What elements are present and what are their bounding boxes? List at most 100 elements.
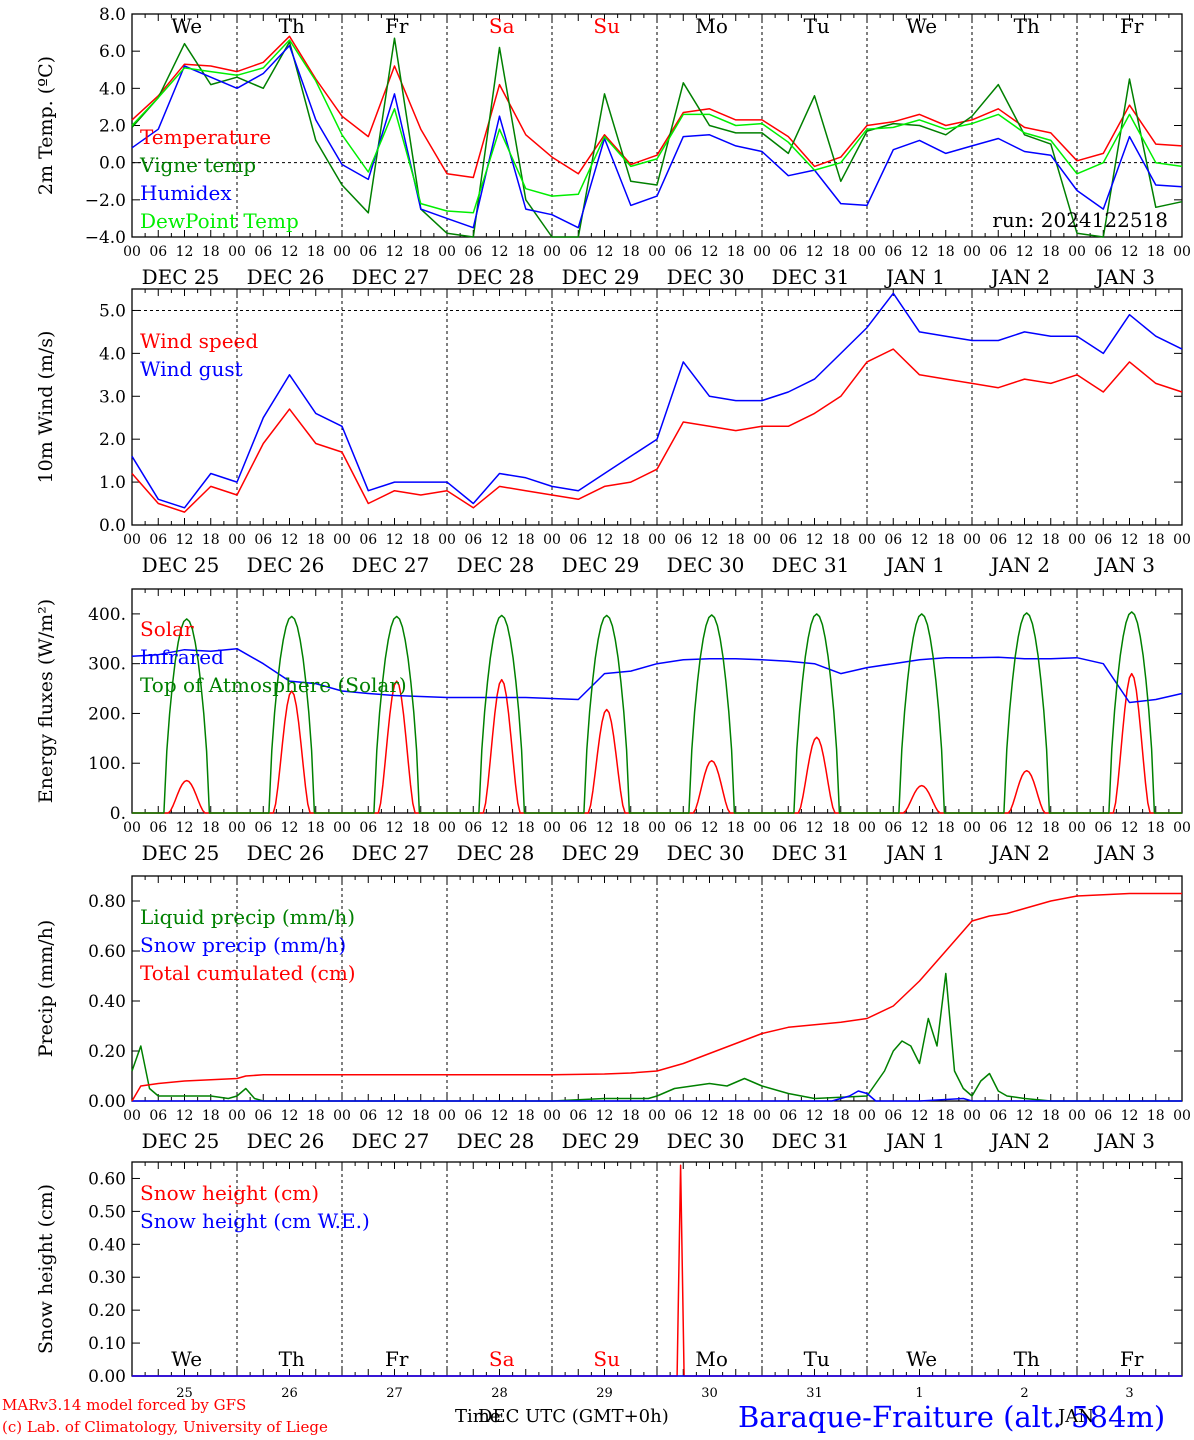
hour-tick-label: 06 [569, 532, 587, 548]
hour-tick-label: 00 [963, 244, 981, 260]
hour-tick-label: 06 [254, 820, 272, 836]
hour-tick-label: 12 [281, 820, 299, 836]
legend-entry: Vigne temp [139, 153, 256, 177]
date-label: DEC 30 [667, 841, 745, 865]
weekday-label: Th [279, 1347, 305, 1371]
y-tick-label: 2.0 [99, 430, 126, 450]
hour-tick-label: 12 [1121, 1108, 1139, 1124]
hour-tick-label: 06 [464, 820, 482, 836]
hour-tick-label: 06 [779, 820, 797, 836]
hour-tick-label: 00 [333, 244, 351, 260]
hour-tick-label: 12 [386, 820, 404, 836]
y-tick-label: 0.0 [99, 516, 126, 536]
day-number-label: 27 [386, 1386, 403, 1401]
y-axis-label: 10m Wind (m/s) [35, 331, 57, 484]
y-axis-label: 2m Temp. (ºC) [35, 56, 57, 195]
hour-tick-label: 12 [176, 820, 194, 836]
hour-tick-label: 00 [1068, 532, 1086, 548]
hour-tick-label: 12 [701, 532, 719, 548]
weekday-label: Su [593, 1347, 620, 1371]
series-line-total-cumulated-cm- [131, 892, 1182, 1102]
hour-tick-label: 12 [596, 820, 614, 836]
hour-tick-label: 18 [832, 532, 850, 548]
date-label: DEC 27 [352, 553, 430, 577]
day-number-label: 31 [806, 1386, 823, 1401]
legend-entry: Humidex [140, 181, 232, 205]
date-label: DEC 27 [352, 1129, 430, 1153]
hour-tick-label: 18 [412, 244, 430, 260]
hour-tick-label: 00 [228, 820, 246, 836]
y-tick-label: 0.80 [88, 892, 126, 912]
hour-tick-label: 18 [937, 532, 955, 548]
hour-tick-label: 12 [1016, 1108, 1034, 1124]
date-label: DEC 26 [247, 1129, 325, 1153]
hour-tick-label: 18 [832, 820, 850, 836]
hour-tick-label: 00 [333, 532, 351, 548]
hour-tick-label: 06 [254, 532, 272, 548]
day-number-label: 26 [281, 1386, 298, 1401]
y-tick-label: 1.0 [99, 473, 126, 493]
hour-tick-label: 06 [989, 532, 1007, 548]
hour-tick-label: 18 [412, 820, 430, 836]
y-tick-label: 3.0 [99, 387, 126, 407]
hour-tick-label: 06 [359, 244, 377, 260]
hour-tick-label: 00 [1173, 532, 1191, 548]
y-tick-label: 2.0 [99, 117, 126, 137]
hour-tick-label: 06 [569, 1108, 587, 1124]
series-line-snow-precip-mm-h- [132, 1090, 1182, 1102]
y-axis-label: Snow height (cm) [35, 1184, 57, 1354]
weekday-label: Th [1014, 14, 1040, 38]
hour-tick-label: 06 [674, 244, 692, 260]
hour-tick-label: 06 [359, 532, 377, 548]
hour-tick-label: 18 [937, 244, 955, 260]
hour-tick-label: 00 [858, 1108, 876, 1124]
date-label: DEC 30 [667, 265, 745, 289]
hour-tick-label: 00 [753, 532, 771, 548]
series-line-wind-speed [131, 348, 1183, 513]
hour-tick-label: 06 [149, 820, 167, 836]
hour-tick-label: 12 [281, 244, 299, 260]
y-tick-label: 100. [88, 754, 126, 774]
hour-tick-label: 00 [438, 820, 456, 836]
day-number-label: 30 [701, 1386, 718, 1401]
hour-tick-label: 06 [464, 1108, 482, 1124]
hour-tick-label: 00 [963, 532, 981, 548]
hour-tick-label: 00 [753, 244, 771, 260]
legend-entry: Wind speed [140, 329, 258, 353]
month-label-dec: DEC UTC (GMT+0h) [478, 1406, 669, 1427]
hour-tick-label: 18 [832, 1108, 850, 1124]
hour-tick-label: 00 [123, 532, 141, 548]
y-tick-label: 0. [110, 804, 126, 824]
hour-tick-label: 12 [911, 244, 929, 260]
hour-tick-label: 00 [543, 244, 561, 260]
day-number-label: 3 [1125, 1386, 1133, 1401]
hour-tick-label: 06 [569, 244, 587, 260]
y-tick-label: 200. [88, 704, 126, 724]
date-label: JAN 1 [884, 265, 945, 289]
hour-tick-label: 06 [779, 244, 797, 260]
hour-tick-label: 06 [674, 1108, 692, 1124]
series-line-vigne-temp [131, 37, 1183, 238]
date-label: DEC 25 [142, 553, 220, 577]
hour-tick-label: 06 [674, 820, 692, 836]
date-label: DEC 31 [772, 265, 850, 289]
y-tick-label: 0.0 [99, 154, 126, 174]
series-line-temperature [131, 35, 1183, 179]
date-label: DEC 28 [457, 841, 535, 865]
hour-tick-label: 18 [517, 1108, 535, 1124]
day-number-label: 25 [176, 1386, 193, 1401]
date-label: DEC 27 [352, 265, 430, 289]
y-tick-label: 0.60 [88, 942, 126, 962]
date-label: JAN 2 [989, 1129, 1050, 1153]
y-tick-label: 0.00 [88, 1367, 126, 1387]
hour-tick-label: 18 [1147, 1108, 1165, 1124]
hour-tick-label: 12 [491, 532, 509, 548]
hour-tick-label: 00 [963, 820, 981, 836]
hour-tick-label: 06 [149, 1108, 167, 1124]
weekday-label: Th [1014, 1347, 1040, 1371]
hour-tick-label: 06 [1094, 244, 1112, 260]
date-label: JAN 3 [1094, 265, 1155, 289]
y-axis-label: Precip (mm/h) [35, 920, 57, 1058]
day-number-label: 28 [491, 1386, 508, 1401]
date-label: JAN 1 [884, 553, 945, 577]
